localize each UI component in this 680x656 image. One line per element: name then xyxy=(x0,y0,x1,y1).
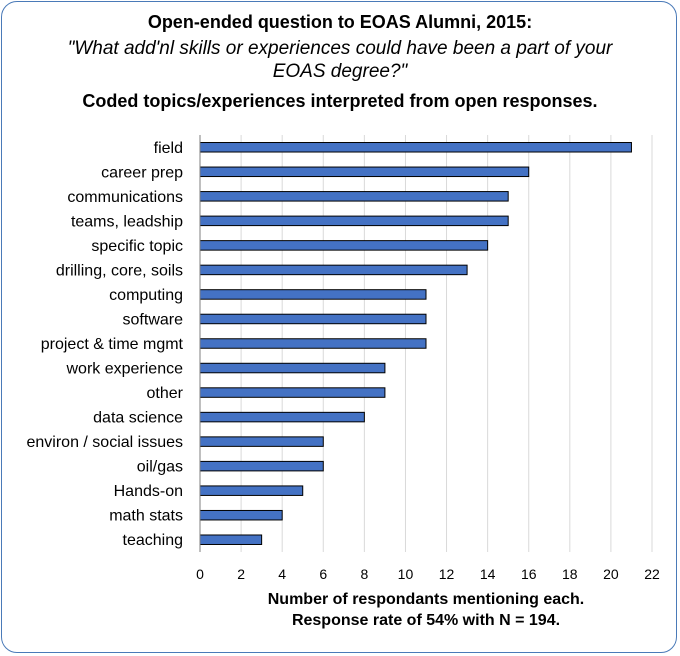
bar-10 xyxy=(199,387,386,398)
x-axis-label-line-1: Number of respondants mentioning each. xyxy=(267,591,585,608)
x-tick-label: 18 xyxy=(562,566,578,582)
category-label: teams, leadship xyxy=(71,213,183,230)
bar-4 xyxy=(199,240,489,251)
x-tick-label: 16 xyxy=(521,566,537,582)
x-tick-label: 6 xyxy=(319,566,327,582)
x-tick-label: 0 xyxy=(196,566,204,582)
category-label: other xyxy=(147,385,184,402)
category-label: drilling, core, soils xyxy=(56,262,183,279)
x-tick-label: 20 xyxy=(603,566,619,582)
chart-title: Open-ended question to EOAS Alumni, 2015… xyxy=(147,12,533,32)
category-label: work experience xyxy=(66,361,184,378)
bar-8 xyxy=(199,338,427,349)
bar-9 xyxy=(199,362,386,374)
category-label: teaching xyxy=(123,532,184,549)
bars xyxy=(199,142,632,545)
bar-7 xyxy=(199,313,427,325)
x-tick-label: 4 xyxy=(278,566,286,582)
chart-subtitle-line-1: "What add'nl skills or experiences could… xyxy=(67,38,613,59)
category-label: environ / social issues xyxy=(26,434,183,451)
chart-subtitle-line-2: EOAS degree?" xyxy=(272,61,408,82)
category-label: specific topic xyxy=(91,238,183,255)
x-tick-label: 2 xyxy=(237,566,245,582)
category-label: data science xyxy=(93,410,183,427)
x-axis-label-line-2: Response rate of 54% with N = 194. xyxy=(291,612,561,629)
x-tick-labels: 0 2 4 6 8 10 12 14 16 18 20 22 xyxy=(196,566,660,582)
bar-14 xyxy=(199,485,304,496)
chart-subtitle-bold: Coded topics/experiences interpreted fro… xyxy=(82,91,598,111)
x-tick-label: 10 xyxy=(398,566,414,582)
bar-5 xyxy=(199,264,468,276)
bar-15 xyxy=(199,509,283,521)
x-tick-label: 12 xyxy=(439,566,455,582)
bar-2 xyxy=(199,191,509,202)
category-label: field xyxy=(154,140,183,157)
x-tick-label: 22 xyxy=(644,566,660,582)
category-label: math stats xyxy=(109,508,183,525)
bar-13 xyxy=(199,460,324,472)
bar-11 xyxy=(199,411,365,423)
bar-16 xyxy=(199,534,263,545)
bar-1 xyxy=(199,166,530,178)
category-label: career prep xyxy=(101,164,183,181)
bar-12 xyxy=(199,436,324,447)
category-label: communications xyxy=(67,189,183,206)
category-label: project & time mgmt xyxy=(41,336,184,353)
bar-0 xyxy=(199,142,632,153)
x-tick-label: 8 xyxy=(360,566,368,582)
bar-6 xyxy=(199,289,427,300)
bar-3 xyxy=(199,215,509,227)
category-labels: field career prep communications teams, lea… xyxy=(26,140,183,549)
category-label: software xyxy=(123,311,184,328)
x-tick-label: 14 xyxy=(480,566,496,582)
category-label: computing xyxy=(109,287,183,304)
category-label: Hands-on xyxy=(114,483,183,500)
category-label: oil/gas xyxy=(137,459,183,476)
